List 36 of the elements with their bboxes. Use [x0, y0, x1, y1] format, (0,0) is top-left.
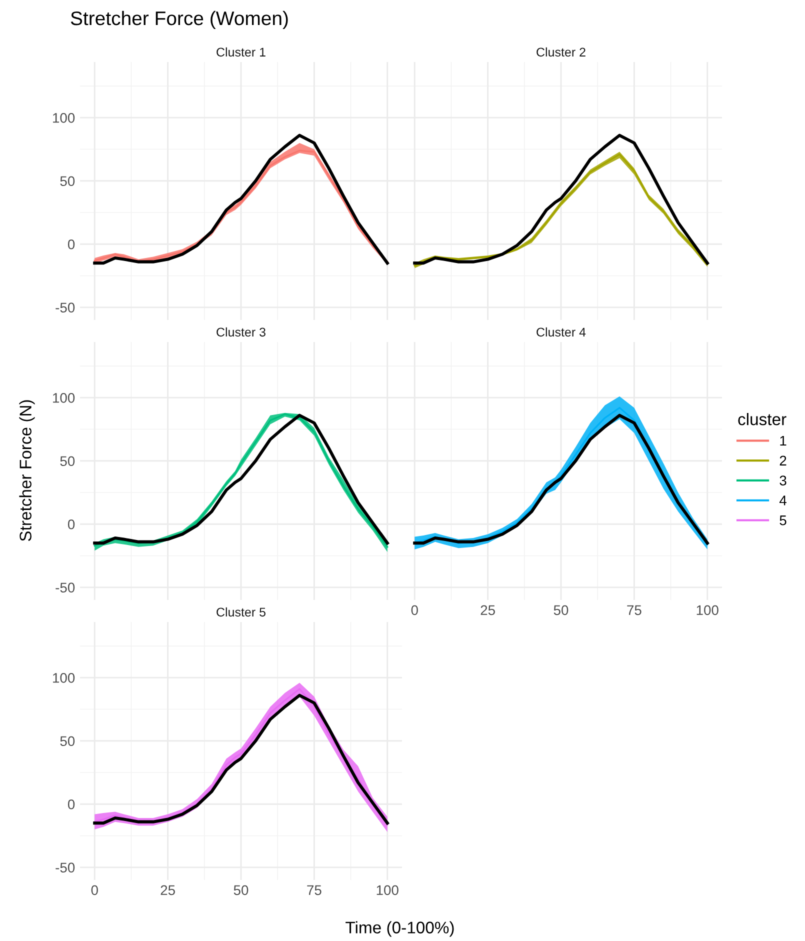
legend-label: 2 — [780, 456, 786, 466]
y-tick-label: 50 — [60, 176, 75, 186]
x-tick-label: 25 — [160, 885, 175, 896]
legend-label: 1 — [780, 436, 786, 446]
x-tick-label: 25 — [480, 605, 495, 616]
y-tick-label: 0 — [68, 239, 75, 250]
y-axis-title: Stretcher Force (N) — [19, 400, 35, 542]
y-tick-label: -50 — [56, 862, 75, 873]
y-tick-label: 0 — [68, 799, 75, 810]
chart-subtitle: Cluster 4 — [536, 327, 586, 337]
x-tick-label: 75 — [627, 605, 642, 616]
legend-label: 3 — [780, 476, 786, 486]
y-tick-label: -50 — [56, 302, 75, 313]
x-tick-label: 0 — [411, 605, 418, 616]
y-tick-label: 100 — [53, 392, 75, 403]
y-tick-label: 50 — [60, 736, 75, 746]
y-tick-label: 0 — [68, 519, 75, 530]
chart-subtitle: Cluster 1 — [216, 47, 266, 57]
chart-subtitle: Cluster 2 — [536, 47, 586, 57]
x-tick-label: 100 — [376, 885, 398, 896]
chart-title: Stretcher Force (Women) — [70, 10, 288, 30]
legend-title: cluster — [738, 413, 786, 426]
x-tick-label: 100 — [696, 605, 718, 616]
y-tick-label: 100 — [53, 112, 75, 123]
chart-subtitle: Cluster 5 — [216, 607, 266, 617]
x-tick-label: 50 — [554, 605, 568, 616]
x-tick-label: 50 — [234, 885, 248, 896]
y-tick-label: 100 — [53, 672, 75, 683]
y-tick-label: -50 — [56, 582, 75, 593]
legend-label: 5 — [780, 516, 786, 526]
y-tick-label: 50 — [60, 456, 75, 466]
legend-label: 4 — [779, 496, 786, 506]
x-tick-label: 0 — [91, 885, 98, 896]
x-axis-title: Time (0-100%) — [346, 921, 454, 937]
x-tick-label: 75 — [307, 885, 322, 896]
chart-subtitle: Cluster 3 — [216, 327, 266, 337]
